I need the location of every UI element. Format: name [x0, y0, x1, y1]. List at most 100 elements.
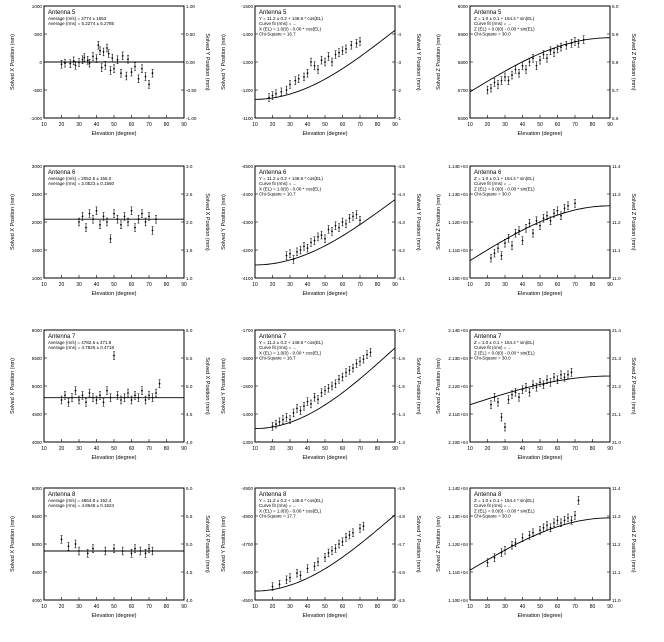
point-marker: [130, 552, 133, 555]
y-axis-label: Solved X Position (nm): [10, 194, 16, 250]
point-marker: [514, 391, 517, 394]
data-point: [99, 46, 101, 55]
point-marker: [109, 69, 112, 72]
y-axis-label: Solved Z Position (nm): [436, 358, 442, 414]
data-point: [292, 255, 295, 264]
chart-title: Antenna 7: [259, 334, 287, 340]
point-marker: [113, 354, 115, 357]
data-point: [542, 523, 545, 532]
chart-panel-12: 10 20 30 40 50 60 70 80 90 1.10E+04 1.11E+04 1.12E+…: [436, 486, 636, 619]
point-marker: [563, 376, 566, 379]
point-marker: [299, 249, 302, 251]
point-marker: [355, 213, 358, 216]
y2-tick-label: 11.2: [612, 220, 621, 225]
y2-tick-label: 6.0: [186, 486, 193, 491]
data-point: [539, 378, 541, 387]
point-marker: [151, 550, 154, 552]
point-marker: [521, 64, 524, 67]
data-point: [92, 393, 94, 402]
point-marker: [528, 61, 531, 63]
data-point: [535, 383, 538, 392]
data-point: [490, 83, 492, 93]
data-point: [497, 80, 499, 89]
chart-annotation: Chi-Square = 17.7: [259, 514, 296, 519]
data-point: [148, 544, 150, 553]
point-marker: [570, 519, 573, 522]
y-axis-label: Solved Y Position (nm): [221, 34, 227, 90]
point-marker: [359, 527, 361, 530]
x-tick-label: 80: [375, 446, 381, 452]
x-tick-label: 20: [270, 446, 276, 452]
data-point: [362, 354, 365, 364]
point-marker: [148, 394, 150, 397]
data-point: [348, 214, 351, 223]
point-marker: [497, 83, 499, 86]
data-point: [486, 558, 489, 567]
point-marker: [359, 40, 361, 43]
y2-tick-label: -0.50: [186, 88, 197, 93]
y-axis-label: Solved X Position (nm): [10, 516, 16, 572]
data-point: [355, 359, 358, 368]
data-point: [341, 537, 344, 546]
chart-annotation: Curve fit (rms) = ...: [474, 503, 511, 508]
point-marker: [563, 207, 566, 210]
point-marker: [549, 526, 552, 529]
chart-title: Antenna 5: [259, 10, 287, 16]
y-axis-label: Solved Y Position (nm): [221, 516, 227, 572]
x-tick-label: 60: [129, 122, 135, 128]
data-point: [130, 206, 133, 215]
chart-annotation: Average (m/s) = 2774 ± 1553: [48, 16, 107, 21]
point-marker: [74, 389, 77, 392]
y-tick-label: -4700: [241, 542, 253, 547]
x-tick-label: 90: [181, 122, 187, 128]
point-marker: [327, 228, 330, 231]
point-marker: [306, 247, 309, 250]
chart-annotation: Chi-Square = 30.0: [474, 32, 511, 37]
point-marker: [369, 351, 372, 354]
y-tick-label: -4200: [241, 248, 253, 253]
data-point: [507, 395, 510, 404]
chart-annotation: Z = 1.0 ± 0.1 + 154.4 * sin(EL): [474, 176, 535, 181]
data-point: [151, 546, 154, 556]
x-tick-label: 70: [357, 282, 363, 288]
data-point: [369, 348, 372, 357]
data-point: [497, 398, 499, 407]
data-point: [268, 93, 270, 102]
x-tick-label: 10: [467, 446, 473, 452]
data-point: [130, 549, 133, 558]
data-point: [74, 539, 77, 549]
chart-annotation: Curve fit (rms) = ...: [259, 345, 296, 350]
point-marker: [144, 221, 147, 223]
x-tick-label: 90: [392, 446, 398, 452]
point-marker: [525, 68, 527, 71]
point-marker: [327, 552, 330, 554]
x-tick-label: 50: [322, 604, 328, 610]
chart-annotation: Curve fit (rms) = ...: [474, 21, 511, 26]
x-tick-label: 10: [252, 122, 258, 128]
point-marker: [317, 68, 319, 71]
x-tick-label: 90: [392, 604, 398, 610]
data-point: [86, 549, 89, 558]
point-marker: [317, 561, 319, 563]
x-tick-label: 30: [76, 446, 82, 452]
point-marker: [116, 218, 119, 221]
data-point: [331, 546, 333, 555]
y2-tick-label: 21.2: [612, 384, 621, 389]
x-tick-label: 40: [94, 122, 100, 128]
point-marker: [514, 232, 517, 235]
y-tick-label: 5800: [458, 60, 469, 65]
data-point: [528, 57, 531, 67]
point-marker: [324, 556, 326, 559]
point-marker: [292, 411, 295, 414]
data-point: [338, 375, 340, 384]
point-marker: [306, 72, 309, 75]
y2-axis-label: Solved Z Position (mm): [630, 193, 636, 250]
data-point: [67, 542, 70, 551]
data-point: [577, 496, 580, 505]
y2-tick-label: -4.3: [397, 220, 405, 225]
point-marker: [95, 57, 98, 60]
data-point: [141, 209, 143, 218]
x-tick-label: 20: [59, 604, 65, 610]
point-marker: [577, 499, 580, 502]
data-point: [130, 395, 133, 405]
